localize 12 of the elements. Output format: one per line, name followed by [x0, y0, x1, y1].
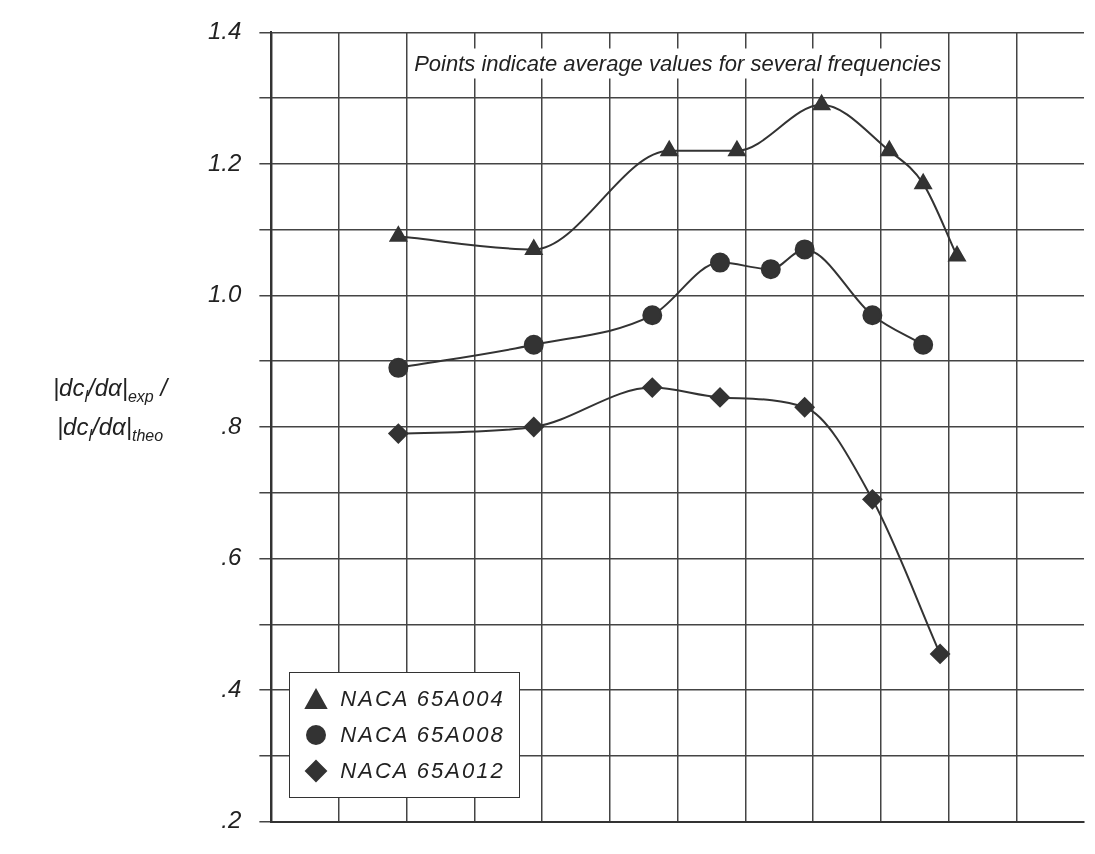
annotation: Points indicate average values for several frequencies: [414, 50, 942, 76]
y-tick-label: 1.4: [207, 17, 242, 45]
y-tick-label: .4: [221, 674, 242, 702]
y-tick-label: 1.2: [207, 148, 242, 176]
legend-label: NACA 65A004: [340, 685, 505, 712]
legend-label: NACA 65A012: [340, 757, 505, 784]
y-tick-label: .6: [221, 543, 243, 571]
y-tick-label: .8: [221, 411, 243, 439]
text: |dc$_{l}$/dα|$_{exp}$ / |dc$_{l}$/dα|$_{theo}$: [52, 374, 168, 444]
legend-label: NACA 65A008: [340, 721, 505, 748]
y-tick-label: 1.0: [207, 280, 242, 308]
y-tick-label: .2: [221, 806, 242, 834]
